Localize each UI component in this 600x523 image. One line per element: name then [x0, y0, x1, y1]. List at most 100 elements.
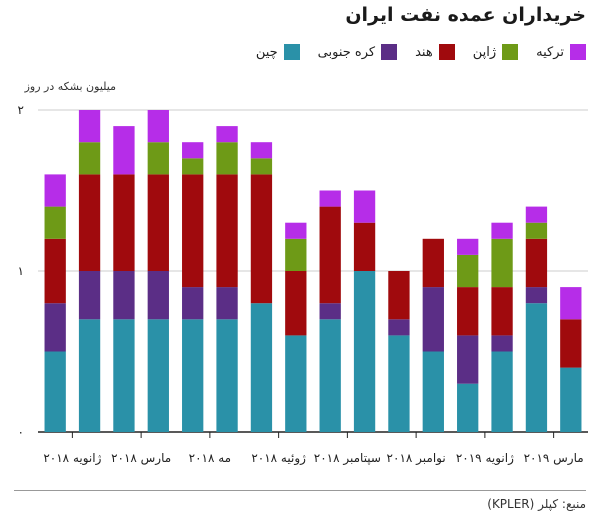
legend-label-south-korea: کره جنوبی: [317, 44, 376, 60]
bar-segment-s2-m9: [353, 222, 376, 271]
bar-segment-s1-m4: [182, 287, 204, 320]
bar-segment-s3-m5: [216, 142, 238, 175]
legend-label-japan: ژاپن: [472, 44, 497, 60]
bar-segment-s4-m3: [147, 110, 169, 143]
bar-segment-s1-m11: [422, 287, 444, 352]
bar-segment-s4-m7: [285, 222, 307, 239]
bar-segment-s4-m2: [113, 126, 135, 175]
bar-segment-s1-m3: [147, 271, 169, 320]
legend-swatch-south-korea: [381, 44, 398, 60]
bar-segment-s4-m15: [560, 287, 582, 320]
bar-segment-s3-m12: [457, 254, 479, 288]
y-tick-label: ۰: [18, 425, 24, 439]
legend-label-india: هند: [415, 44, 433, 60]
bar-segment-s2-m11: [422, 238, 444, 288]
stacked-bar-chart: ۰ ۱ ۲ ژانویه ۲۰۱۸ مارس ۲۰۱۸ مه ۲۰۱۸ ژوئیه ۲۰۱…: [18, 103, 588, 466]
bar-segment-s0-m3: [147, 319, 169, 432]
legend-item-india: هند: [415, 44, 455, 60]
bar-segment-s2-m13: [491, 287, 513, 336]
bar-segment-s4-m9: [353, 190, 376, 223]
bar-segment-s2-m10: [388, 271, 410, 320]
bars: [44, 110, 582, 432]
bar-segment-s3-m6: [250, 158, 273, 175]
bar-segment-s0-m6: [250, 303, 273, 432]
bar-segment-s4-m12: [457, 238, 479, 255]
legend-item-turkey: ترکیه: [536, 44, 586, 60]
bar-segment-s3-m0: [44, 206, 66, 239]
legend-item-south-korea: کره جنوبی: [317, 44, 398, 60]
bar-segment-s2-m7: [285, 271, 307, 336]
bar-segment-s2-m5: [216, 174, 238, 288]
x-tick-label-5: نوامبر ۲۰۱۸: [387, 451, 446, 466]
legend-label-china: چین: [255, 44, 278, 60]
x-tick-label-2: مه ۲۰۱۸: [189, 451, 231, 465]
legend-swatch-india: [438, 44, 455, 60]
bar-segment-s1-m1: [78, 271, 101, 320]
bar-segment-s1-m10: [388, 319, 410, 336]
x-tick-label-4: سپتامبر ۲۰۱۸: [314, 451, 381, 466]
x-tick-label-6: ژانویه ۲۰۱۹: [456, 451, 514, 466]
y-tick-labels: ۰ ۱ ۲: [18, 103, 24, 439]
bar-segment-s2-m14: [525, 238, 548, 288]
bar-segment-s0-m12: [457, 383, 479, 432]
bar-segment-s0-m10: [388, 335, 410, 432]
bar-segment-s4-m1: [78, 110, 101, 143]
bar-segment-s4-m14: [525, 206, 548, 223]
bar-segment-s2-m3: [147, 174, 169, 271]
bar-segment-s0-m5: [216, 319, 238, 432]
bar-segment-s2-m15: [560, 319, 582, 368]
bar-segment-s0-m11: [422, 351, 444, 432]
legend: ترکیه ژاپن هند کره جنوبی چین: [256, 44, 586, 60]
legend-swatch-turkey: [570, 44, 586, 60]
bar-segment-s1-m8: [319, 303, 341, 320]
x-tick-label-0: ژانویه ۲۰۱۸: [43, 451, 101, 466]
bar-segment-s0-m2: [113, 319, 135, 432]
bar-segment-s2-m12: [457, 287, 479, 336]
bar-segment-s4-m4: [182, 142, 204, 159]
legend-item-china: چین: [256, 44, 300, 60]
x-tick-label-7: مارس ۲۰۱۹: [524, 451, 584, 466]
bar-segment-s0-m7: [285, 335, 307, 432]
bar-segment-s4-m13: [491, 222, 513, 239]
legend-swatch-china: [283, 44, 300, 60]
bar-segment-s0-m4: [182, 319, 204, 432]
bar-segment-s0-m9: [353, 271, 376, 432]
bar-segment-s3-m4: [182, 158, 204, 175]
bar-segment-s0-m0: [44, 351, 66, 432]
x-tick-label-1: مارس ۲۰۱۸: [111, 451, 171, 466]
bar-segment-s2-m2: [113, 174, 135, 271]
bar-segment-s1-m13: [491, 335, 513, 352]
chart-title: خریداران عمده نفت ایران: [345, 4, 586, 26]
bar-segment-s0-m1: [78, 319, 101, 432]
bar-segment-s1-m12: [457, 335, 479, 384]
bar-segment-s0-m14: [525, 303, 548, 432]
source-note: منبع: کپلر (KPLER): [487, 497, 586, 511]
y-tick-label: ۲: [18, 103, 24, 117]
bar-segment-s4-m0: [44, 174, 66, 207]
bar-segment-s4-m8: [319, 190, 341, 207]
legend-swatch-japan: [502, 44, 519, 60]
bar-segment-s3-m1: [78, 142, 101, 175]
footer-divider: [14, 490, 586, 491]
bar-segment-s2-m0: [44, 238, 66, 304]
bar-segment-s2-m1: [78, 174, 101, 271]
bar-segment-s3-m3: [147, 142, 169, 175]
x-tick-labels: ژانویه ۲۰۱۸ مارس ۲۰۱۸ مه ۲۰۱۸ ژوئیه ۲۰۱۸ سپت…: [43, 432, 584, 466]
bar-segment-s1-m2: [113, 271, 135, 320]
bar-segment-s4-m5: [216, 126, 238, 143]
y-tick-label: ۱: [18, 264, 24, 278]
bar-segment-s4-m6: [250, 142, 273, 159]
bar-segment-s2-m8: [319, 206, 341, 304]
legend-item-japan: ژاپن: [472, 44, 519, 60]
bar-segment-s3-m13: [491, 238, 513, 288]
bar-segment-s2-m6: [250, 174, 273, 304]
bar-segment-s0-m15: [560, 367, 582, 432]
bar-segment-s3-m14: [525, 222, 548, 239]
bar-segment-s3-m7: [285, 238, 307, 271]
bar-segment-s0-m8: [319, 319, 341, 432]
bar-segment-s1-m0: [44, 303, 66, 352]
x-tick-label-3: ژوئیه ۲۰۱۸: [251, 451, 306, 466]
bar-segment-s1-m5: [216, 287, 238, 320]
legend-label-turkey: ترکیه: [536, 44, 564, 60]
y-axis-label: میلیون بشکه در روز: [24, 80, 116, 93]
